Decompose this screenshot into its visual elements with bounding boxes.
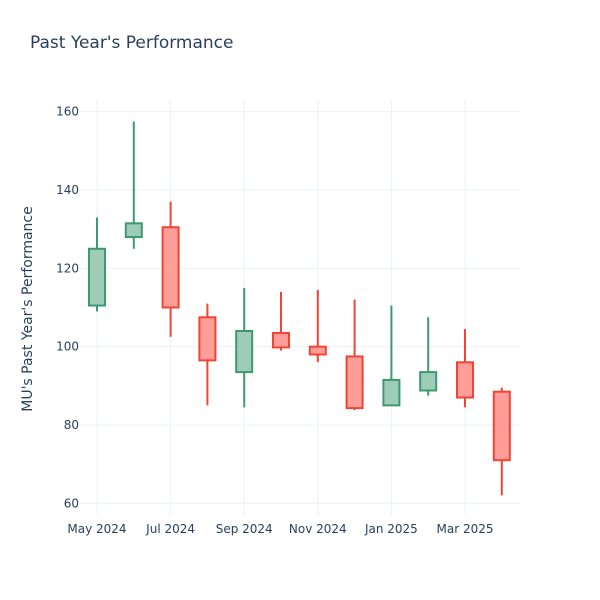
candle: [419, 317, 438, 396]
grid-layer: [80, 100, 520, 515]
candle: [198, 303, 217, 406]
candle-body: [308, 345, 327, 356]
candle-body: [456, 361, 474, 399]
x-tick-label: Jul 2024: [145, 522, 195, 536]
chart-title: Past Year's Performance: [30, 33, 234, 53]
candle: [382, 305, 401, 407]
x-tick-label: May 2024: [67, 522, 126, 536]
y-axis-ticks: 60 80 100 120 140 160: [56, 105, 79, 511]
candle-body: [198, 316, 217, 362]
candle-body: [88, 247, 106, 307]
candle-body: [382, 378, 401, 407]
candle-body: [161, 226, 180, 309]
y-tick-label: 140: [56, 183, 79, 197]
candle-body: [419, 371, 438, 392]
x-tick-label: Nov 2024: [289, 522, 347, 536]
candle: [492, 387, 511, 496]
candle-body: [124, 222, 143, 239]
y-axis-title: MU's Past Year's Performance: [20, 206, 36, 412]
candle: [345, 299, 364, 411]
x-tick-label: Sep 2024: [216, 522, 273, 536]
x-tick-label: Jan 2025: [364, 522, 418, 536]
y-tick-label: 120: [56, 261, 79, 275]
candle-body: [272, 331, 290, 349]
y-tick-label: 80: [64, 418, 79, 432]
y-tick-label: 60: [64, 496, 79, 510]
candle: [88, 217, 106, 312]
candle: [308, 289, 327, 363]
candles-layer: [88, 121, 511, 496]
x-tick-label: Mar 2025: [437, 522, 494, 536]
x-axis-ticks: May 2024 Jul 2024 Sep 2024 Nov 2024 Jan 2025…: [67, 522, 493, 536]
candle: [272, 291, 290, 351]
candle-body: [235, 329, 254, 374]
candle: [124, 121, 143, 249]
candle: [235, 287, 254, 408]
y-tick-label: 160: [56, 105, 79, 119]
y-tick-label: 100: [56, 340, 79, 354]
candle-body: [345, 355, 364, 410]
candle: [161, 201, 180, 337]
candle: [456, 329, 474, 408]
candle-body: [492, 390, 511, 462]
